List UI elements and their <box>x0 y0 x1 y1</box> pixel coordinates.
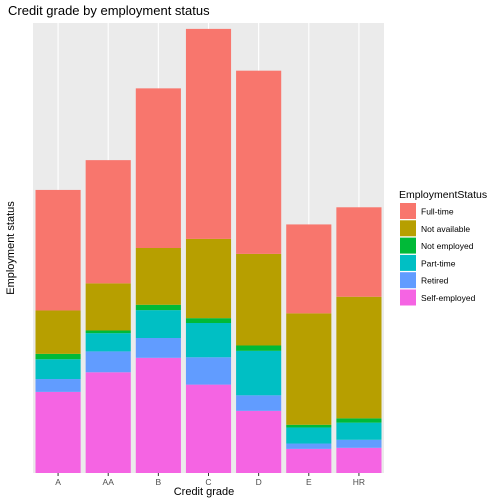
bar-A-retired <box>35 379 81 392</box>
bar-B-self-employed <box>135 357 181 473</box>
bar-D-retired <box>236 395 282 411</box>
legend-label: Retired <box>421 276 449 286</box>
bar-B-full-time <box>135 88 181 248</box>
x-tick-label: C <box>205 477 211 487</box>
bar-D-not-available <box>236 253 282 346</box>
legend-label: Not employed <box>421 241 474 251</box>
bar-B-part-time <box>135 310 181 338</box>
x-tick-label: AA <box>103 477 115 487</box>
bar-D-not-employed <box>236 345 282 351</box>
x-tick-label: E <box>306 477 312 487</box>
bar-A-not-available <box>35 310 81 354</box>
legend-title: EmploymentStatus <box>399 189 487 201</box>
legend-label: Self-employed <box>421 293 476 303</box>
bar-C-retired <box>185 357 232 385</box>
bar-A-full-time <box>35 189 81 311</box>
bar-D-full-time <box>236 70 282 254</box>
legend-key-self-employed <box>400 289 416 306</box>
bar-E-part-time <box>286 427 332 444</box>
legend-label: Full-time <box>421 207 454 217</box>
x-tick-label: A <box>55 477 61 487</box>
bar-AA-not-available <box>85 283 131 331</box>
bar-C-part-time <box>185 323 232 358</box>
x-tick-label: HR <box>353 477 365 487</box>
bar-C-not-employed <box>185 318 232 323</box>
bar-B-retired <box>135 338 181 358</box>
bar-E-self-employed <box>286 448 332 473</box>
bar-AA-full-time <box>85 160 131 284</box>
bar-AA-not-employed <box>85 330 131 334</box>
legend-label: Not available <box>421 224 470 234</box>
bar-D-self-employed <box>236 410 282 473</box>
x-tick-label: D <box>256 477 262 487</box>
bar-A-not-employed <box>35 353 81 360</box>
bar-C-not-available <box>185 238 232 319</box>
legend-key-part-time <box>400 254 416 271</box>
x-axis-title: Credit grade <box>174 486 235 498</box>
bar-C-full-time <box>185 28 232 239</box>
bar-HR-not-available <box>336 296 382 419</box>
bar-E-full-time <box>286 224 332 314</box>
bar-E-retired <box>286 443 332 449</box>
chart-title: Credit grade by employment status <box>8 3 210 18</box>
bar-HR-full-time <box>336 207 382 297</box>
x-axis-ticks: A AA B C D E HR <box>55 473 365 487</box>
bar-AA-retired <box>85 351 131 373</box>
bar-A-part-time <box>35 359 81 380</box>
bar-E-not-employed <box>286 424 332 428</box>
bar-HR-not-employed <box>336 418 382 423</box>
bar-AA-part-time <box>85 333 131 352</box>
bar-HR-part-time <box>336 422 382 440</box>
bars <box>35 28 382 473</box>
bar-HR-retired <box>336 439 382 448</box>
legend-key-retired <box>400 272 416 289</box>
bar-C-self-employed <box>185 384 232 473</box>
legend: EmploymentStatus Full-time Not available N… <box>399 189 487 306</box>
legend-key-not-employed <box>400 237 416 254</box>
bar-AA-self-employed <box>85 372 131 473</box>
y-axis-title: Employment status <box>5 201 17 295</box>
bar-A-self-employed <box>35 391 81 473</box>
bar-D-part-time <box>236 350 282 396</box>
legend-key-full-time <box>400 203 416 219</box>
legend-key-not-available <box>400 220 416 237</box>
bar-HR-self-employed <box>336 447 382 473</box>
bar-B-not-available <box>135 248 181 305</box>
legend-label: Part-time <box>421 258 456 268</box>
bar-E-not-available <box>286 313 332 425</box>
bar-B-not-employed <box>135 304 181 311</box>
x-tick-label: B <box>156 477 162 487</box>
